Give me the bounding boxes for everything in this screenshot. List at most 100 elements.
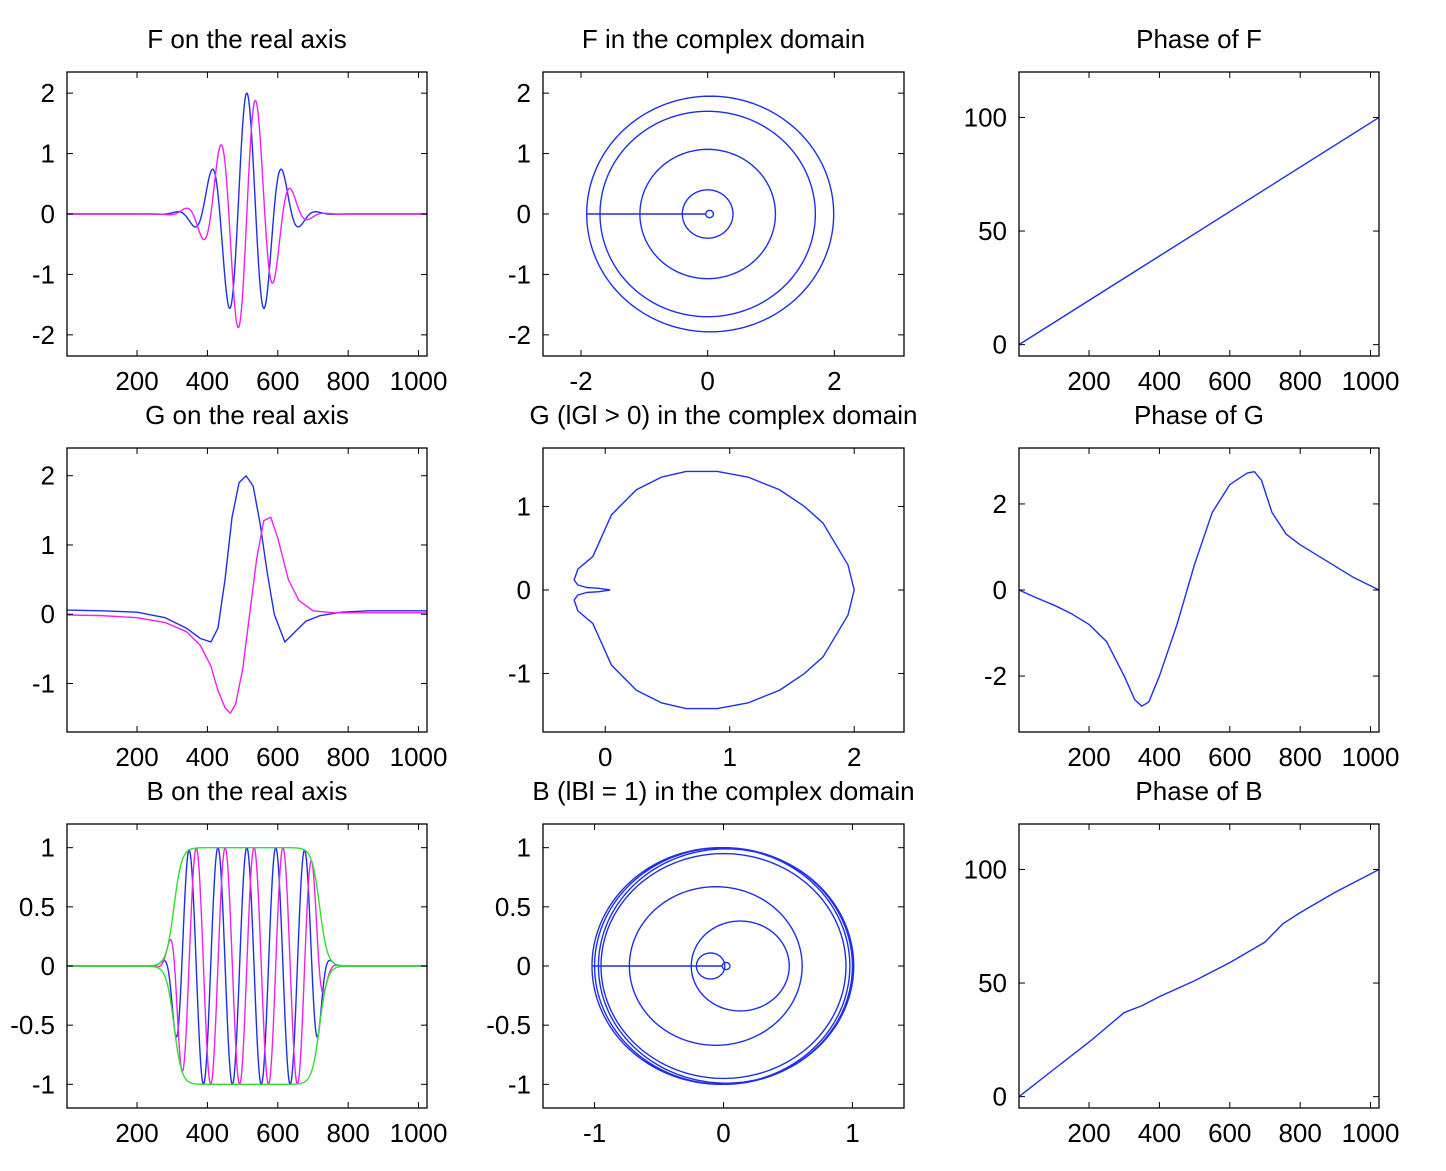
x-tick-label: 800 xyxy=(326,742,369,772)
x-tick-label: 600 xyxy=(1208,1118,1251,1148)
series-line-main xyxy=(586,95,835,333)
x-tick-label: 400 xyxy=(186,1118,229,1148)
y-tick-label: 0 xyxy=(41,199,55,229)
x-tick-label: 1000 xyxy=(1342,742,1400,772)
x-tick-label: 1000 xyxy=(390,366,448,396)
x-tick-label: 800 xyxy=(1278,366,1321,396)
x-tick-label: 400 xyxy=(1138,742,1181,772)
y-tick-label: 0 xyxy=(517,199,531,229)
y-tick-label: 2 xyxy=(41,78,55,108)
axes-frame xyxy=(66,447,428,733)
x-tick-label: 600 xyxy=(1208,742,1251,772)
panel-title: F on the real axis xyxy=(147,24,346,54)
x-tick-label: 400 xyxy=(1138,1118,1181,1148)
axes-frame xyxy=(1018,447,1380,733)
x-tick-label: 0 xyxy=(700,366,714,396)
y-tick-label: 100 xyxy=(964,102,1007,132)
series-line-main xyxy=(67,475,427,643)
x-tick-label: 200 xyxy=(115,1118,158,1148)
y-tick-label: -0.5 xyxy=(486,1010,531,1040)
panel-title: G on the real axis xyxy=(145,400,349,430)
x-tick-label: 200 xyxy=(1067,1118,1110,1148)
panel-f-phase: Phase of F 200 400 600 800 1000 0 50 100 xyxy=(964,24,1400,396)
y-tick-label: 0 xyxy=(517,575,531,605)
y-tick-label: 2 xyxy=(993,489,1007,519)
y-tick-label: -2 xyxy=(508,320,531,350)
x-tick-label: 0 xyxy=(716,1118,730,1148)
y-tick-label: 0 xyxy=(41,951,55,981)
x-tick-label: 1000 xyxy=(390,742,448,772)
x-tick-label: 800 xyxy=(1278,742,1321,772)
y-tick-label: 1 xyxy=(41,833,55,863)
series-line-main xyxy=(1019,868,1379,1098)
x-tick-label: 400 xyxy=(186,742,229,772)
y-tick-label: -1 xyxy=(508,659,531,689)
x-tick-label: 200 xyxy=(115,366,158,396)
series-line-main xyxy=(573,470,855,710)
panel-b-complex: B (lBl = 1) in the complex domain -1 0 1 -1 -… xyxy=(486,776,914,1148)
axes-frame xyxy=(1018,71,1380,357)
x-tick-label: 800 xyxy=(1278,1118,1321,1148)
panel-title: B on the real axis xyxy=(147,776,348,806)
x-tick-label: -2 xyxy=(569,366,592,396)
y-tick-label: -2 xyxy=(32,320,55,350)
y-tick-label: 0 xyxy=(993,575,1007,605)
y-tick-label: 2 xyxy=(41,461,55,491)
x-tick-label: 600 xyxy=(256,1118,299,1148)
y-tick-label: -0.5 xyxy=(10,1010,55,1040)
x-tick-label: 1000 xyxy=(1342,1118,1400,1148)
y-tick-label: 2 xyxy=(517,78,531,108)
x-tick-label: 600 xyxy=(256,742,299,772)
y-tick-label: 0 xyxy=(993,1082,1007,1112)
x-tick-label: 400 xyxy=(186,366,229,396)
x-tick-label: 200 xyxy=(115,742,158,772)
panel-f-complex: F in the complex domain -2 0 2 -2 -1 0 1 2 xyxy=(508,24,905,396)
x-tick-label: 2 xyxy=(827,366,841,396)
series-line-main xyxy=(591,846,855,1086)
x-tick-label: 1 xyxy=(722,742,736,772)
y-tick-label: 0.5 xyxy=(495,892,531,922)
panel-f-real: F on the real axis 200 400 600 800 1000 -2 -1 0 1… xyxy=(32,24,448,396)
panel-g-phase: Phase of G 200 400 600 800 1000 -2 0 2 xyxy=(984,400,1400,772)
x-tick-label: -1 xyxy=(583,1118,606,1148)
y-tick-label: 100 xyxy=(964,854,1007,884)
series-line-im xyxy=(67,99,427,329)
x-tick-label: 1 xyxy=(845,1118,859,1148)
y-tick-label: 0.5 xyxy=(19,892,55,922)
x-tick-label: 800 xyxy=(326,1118,369,1148)
panel-g-complex: G (lGl > 0) in the complex domain 0 1 2 -1 0 1 xyxy=(508,400,918,772)
y-tick-label: -2 xyxy=(984,661,1007,691)
y-tick-label: 1 xyxy=(517,491,531,521)
y-tick-label: -1 xyxy=(508,1069,531,1099)
x-tick-label: 1000 xyxy=(1342,366,1400,396)
panel-title: B (lBl = 1) in the complex domain xyxy=(532,776,914,806)
axes-frame xyxy=(542,447,905,733)
x-tick-label: 600 xyxy=(1208,366,1251,396)
series-line-main xyxy=(1019,116,1379,346)
x-tick-label: 600 xyxy=(256,366,299,396)
y-tick-label: -1 xyxy=(32,669,55,699)
x-tick-label: 200 xyxy=(1067,366,1110,396)
panel-g-real: G on the real axis 200 400 600 800 1000 -1 0 1 2 xyxy=(32,400,448,772)
y-tick-label: -1 xyxy=(508,259,531,289)
panel-title: Phase of F xyxy=(1136,24,1262,54)
x-tick-label: 2 xyxy=(847,742,861,772)
y-tick-label: 50 xyxy=(978,216,1007,246)
x-tick-label: 800 xyxy=(326,366,369,396)
y-tick-label: 0 xyxy=(41,599,55,629)
panel-title: F in the complex domain xyxy=(582,24,865,54)
panel-title: Phase of G xyxy=(1134,400,1264,430)
y-tick-label: 1 xyxy=(517,139,531,169)
panel-b-phase: Phase of B 200 400 600 800 1000 0 50 100 xyxy=(964,776,1400,1148)
y-tick-label: -1 xyxy=(32,1069,55,1099)
y-tick-label: 1 xyxy=(41,139,55,169)
y-tick-label: 0 xyxy=(517,951,531,981)
x-tick-label: 400 xyxy=(1138,366,1181,396)
panel-title: G (lGl > 0) in the complex domain xyxy=(530,400,918,430)
series-line-main xyxy=(67,516,427,714)
y-tick-label: 1 xyxy=(517,833,531,863)
x-tick-label: 1000 xyxy=(390,1118,448,1148)
y-tick-label: 1 xyxy=(41,530,55,560)
x-tick-label: 200 xyxy=(1067,742,1110,772)
